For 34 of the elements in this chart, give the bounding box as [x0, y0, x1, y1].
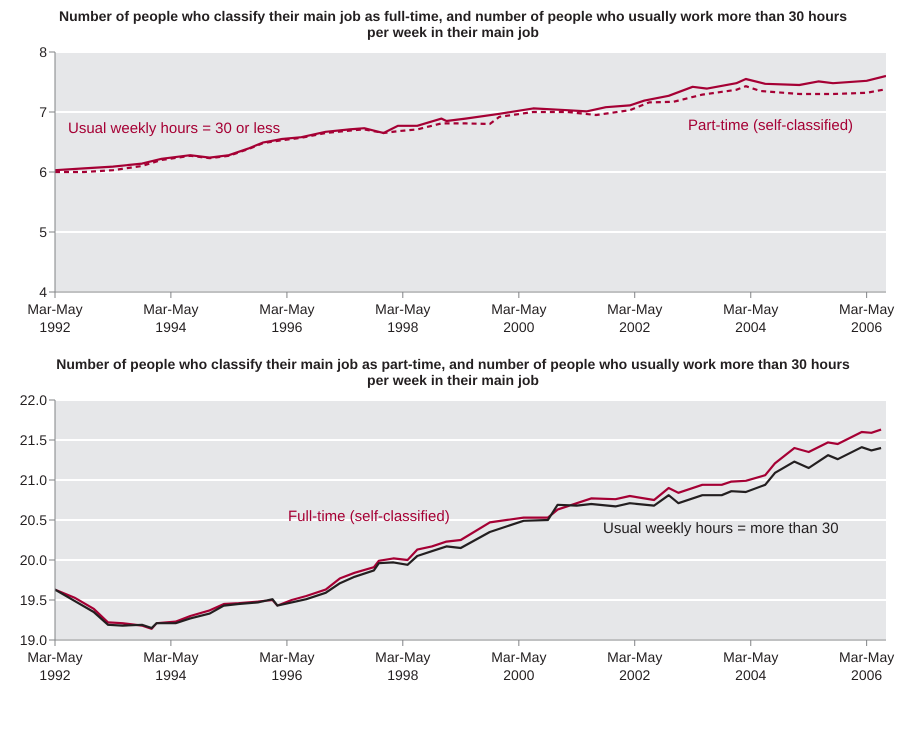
y-tick-label: 20.0 [20, 552, 48, 568]
y-tick-label: 21.0 [20, 472, 48, 488]
x-tick-label: Mar-May 1992 [27, 649, 83, 683]
y-tick-label: 19.0 [20, 632, 48, 648]
y-tick-label: 6 [39, 164, 48, 180]
x-tick-label: Mar-May 1996 [259, 649, 315, 683]
y-tick-label: 7 [39, 104, 48, 120]
x-tick-label: Mar-May 2002 [607, 649, 662, 683]
y-tick-label: 19.5 [20, 592, 48, 608]
chart-title: Number of people who classify their main job as part-time, and number of people who usually work more than 30 hours per week in their main job [55, 356, 851, 388]
x-tick-label: Mar-May 1994 [143, 649, 198, 683]
x-tick-label: Mar-May 2006 [839, 301, 894, 335]
x-tick-label: Mar-May 1998 [375, 649, 430, 683]
x-tick-label: Mar-May 1992 [27, 301, 83, 335]
series-label: Part-time (self-classified) [688, 117, 854, 134]
chart-title: Number of people who classify their main job as full-time, and number of people who usually work more than 30 hours per week in their main job [58, 8, 848, 40]
series-label: Usual weekly hours = 30 or less [68, 120, 280, 137]
y-tick-label: 21.5 [20, 432, 48, 448]
x-tick-label: Mar-May 1994 [143, 301, 198, 335]
x-tick-label: Mar-May 2006 [839, 649, 894, 683]
y-tick-label: 5 [39, 224, 48, 240]
x-tick-label: Mar-May 1996 [259, 301, 315, 335]
x-tick-label: Mar-May 2000 [491, 649, 546, 683]
x-tick-label: Mar-May 2004 [723, 649, 778, 683]
y-tick-label: 8 [39, 44, 48, 60]
series-label: Full-time (self-classified) [288, 508, 450, 525]
x-tick-label: Mar-May 2000 [491, 301, 546, 335]
x-tick-label: Mar-May 2004 [723, 301, 778, 335]
y-tick-label: 4 [39, 284, 48, 300]
y-tick-label: 20.5 [20, 512, 48, 528]
x-tick-label: Mar-May 2002 [607, 301, 662, 335]
x-tick-label: Mar-May 1998 [375, 301, 430, 335]
series-label: Usual weekly hours = more than 30 [603, 520, 839, 537]
y-tick-label: 22.0 [20, 392, 48, 408]
